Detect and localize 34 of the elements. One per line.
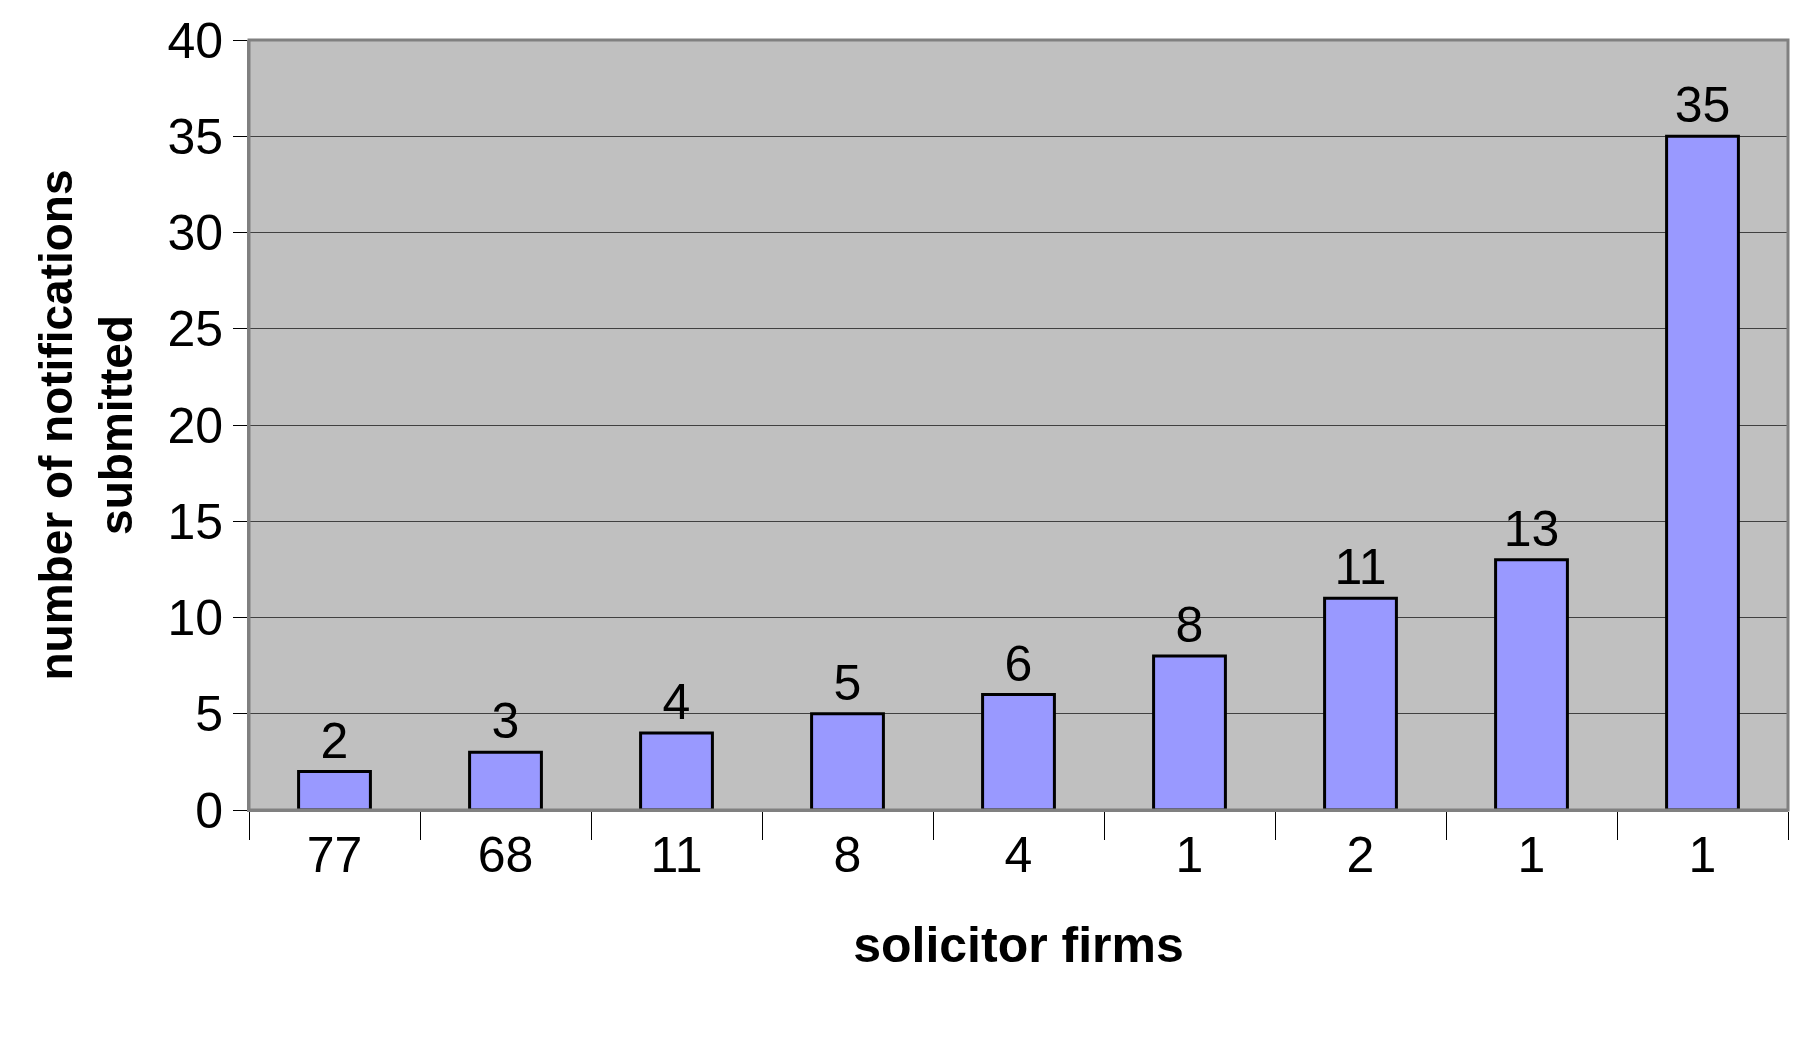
- bar: [1494, 558, 1569, 810]
- y-tick-label: 25: [167, 301, 223, 358]
- x-tick-label: 1: [1517, 827, 1546, 883]
- y-tick-label: 5: [195, 686, 223, 743]
- data-label: 5: [833, 654, 862, 711]
- y-tick-label: 40: [167, 12, 223, 69]
- x-tick-label: 11: [650, 827, 703, 883]
- y-tick-label: 0: [195, 782, 223, 839]
- x-tick-label: 1: [1688, 827, 1717, 883]
- bar: [1152, 654, 1227, 810]
- y-tick-label: 10: [167, 590, 223, 646]
- y-tick-label: 30: [167, 205, 223, 261]
- x-tick-label: 1: [1175, 827, 1204, 883]
- bar: [1665, 134, 1740, 810]
- x-tick-label: 68: [477, 827, 534, 883]
- bar: [297, 770, 372, 810]
- x-tick-label: 77: [306, 827, 363, 883]
- x-tick-label: 8: [833, 827, 862, 883]
- bar: [1323, 596, 1398, 810]
- data-label: 2: [320, 712, 349, 769]
- bar: [639, 731, 714, 810]
- data-label: 6: [1004, 635, 1033, 692]
- y-tick-label: 35: [167, 108, 223, 165]
- bar: [468, 750, 543, 810]
- y-tick-label: 15: [167, 493, 223, 550]
- x-tick-label: 4: [1004, 827, 1033, 883]
- bar: [981, 693, 1056, 810]
- data-label: 35: [1674, 77, 1731, 134]
- y-axis-title: number of notifications submitted: [30, 169, 143, 681]
- data-label: 11: [1334, 539, 1387, 596]
- x-tick-label: 2: [1346, 827, 1375, 883]
- y-tick-label: 20: [167, 397, 223, 454]
- x-axis-title: solicitor firms: [853, 917, 1184, 973]
- bar: [810, 712, 885, 810]
